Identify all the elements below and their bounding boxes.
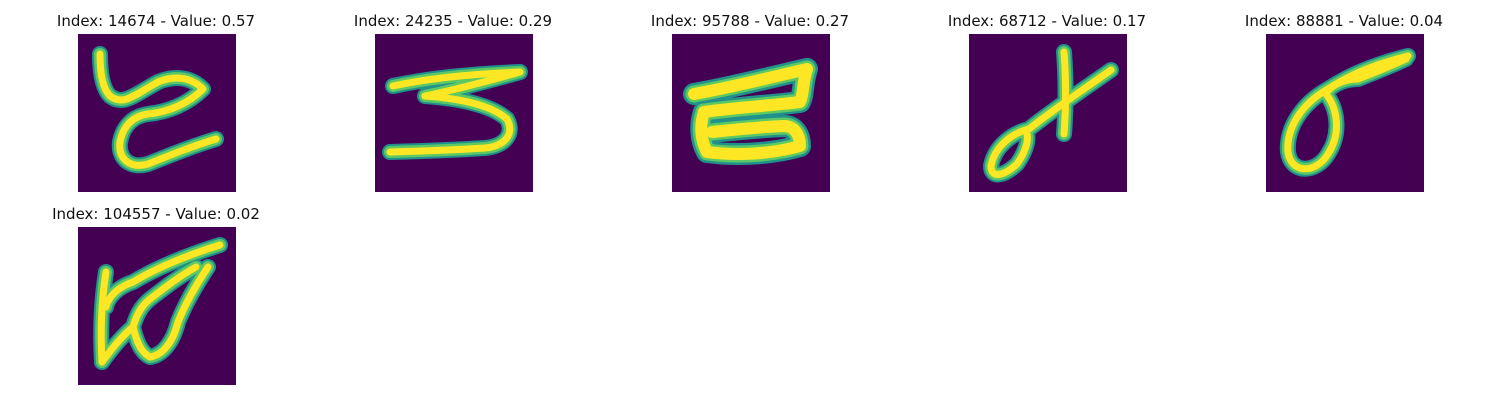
- panel-title: Index: 14674 - Value: 0.57: [56, 12, 256, 30]
- glyph-stroke: [688, 63, 813, 118]
- s-like-icon: [375, 34, 533, 192]
- w-like-icon: [78, 227, 236, 385]
- panel-title: Index: 68712 - Value: 0.17: [947, 12, 1147, 30]
- glyph-stroke: [1060, 48, 1069, 138]
- glyph-stroke: [98, 263, 212, 366]
- e-like-icon: [672, 34, 830, 192]
- panel-title: Index: 104557 - Value: 0.02: [52, 205, 260, 223]
- glyph-stroke: [96, 50, 220, 169]
- panel-title: Index: 88881 - Value: 0.04: [1244, 12, 1444, 30]
- t-like-icon: [78, 34, 236, 192]
- panel-title: Index: 95788 - Value: 0.27: [650, 12, 850, 30]
- x-like-icon: [969, 34, 1127, 192]
- glyph-stroke: [987, 66, 1115, 178]
- glyph-stroke: [97, 268, 110, 366]
- loop-like-icon: [1266, 34, 1424, 192]
- glyph-stroke: [1284, 52, 1412, 173]
- glyph-stroke: [695, 106, 806, 160]
- glyph-stroke: [386, 68, 524, 156]
- glyph-stroke: [102, 241, 224, 311]
- glyph-stroke: [129, 263, 200, 331]
- panel-title: Index: 24235 - Value: 0.29: [353, 12, 553, 30]
